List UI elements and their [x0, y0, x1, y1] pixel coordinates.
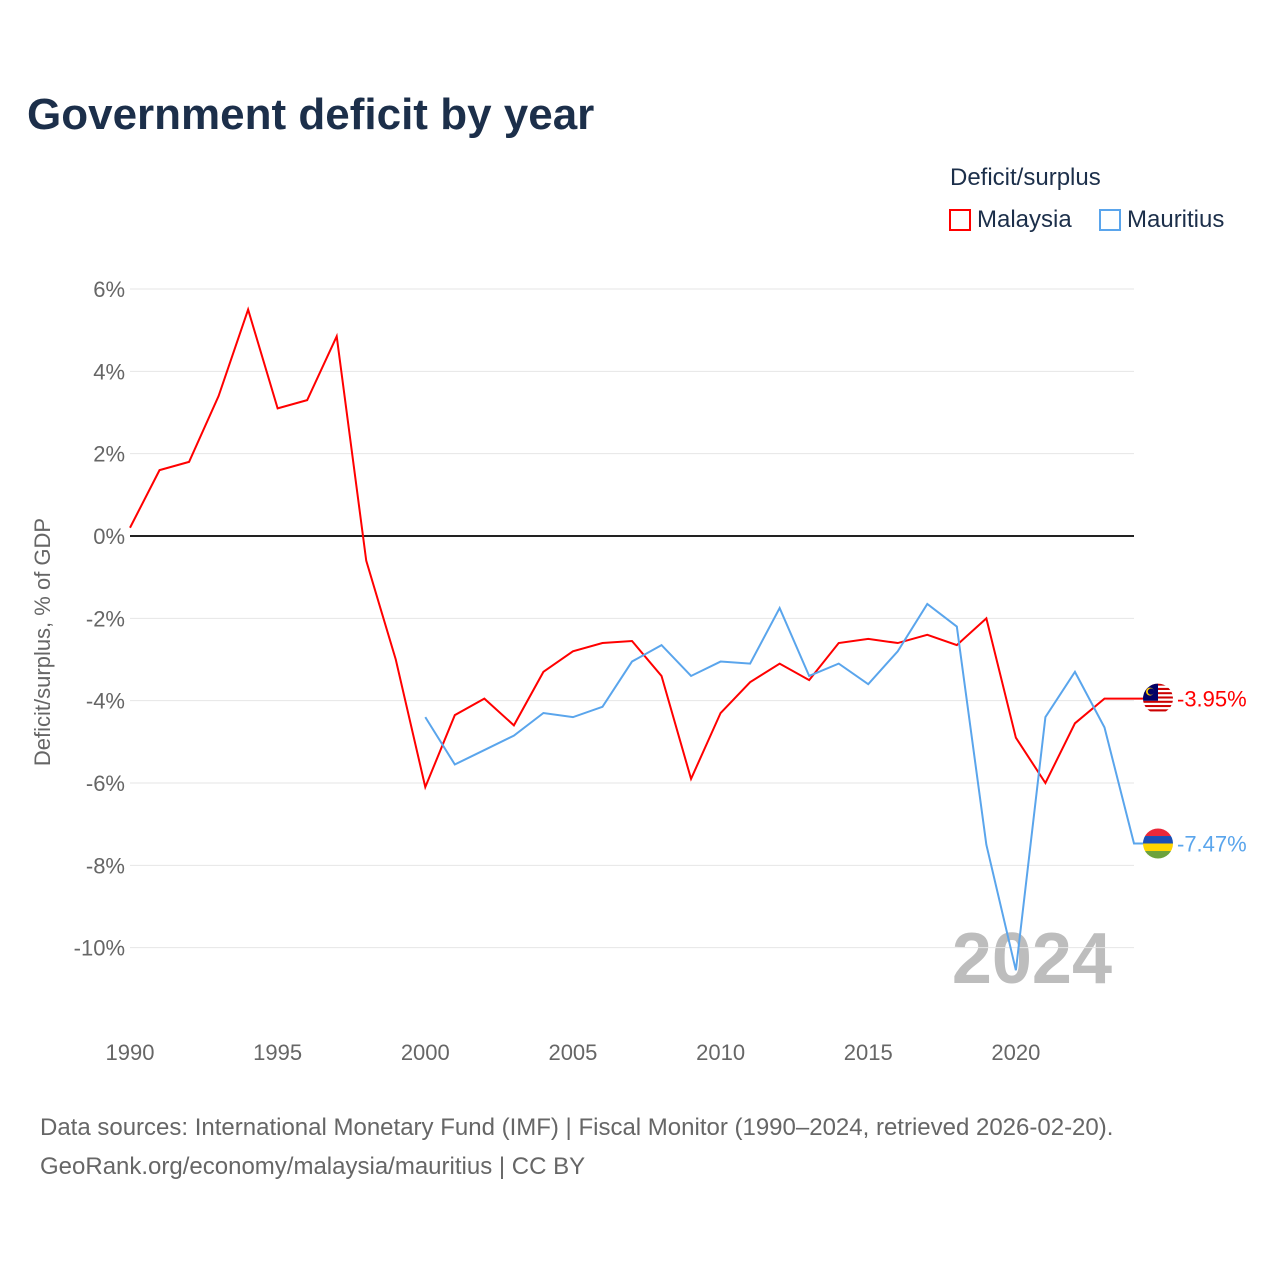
flag-mauritius-icon	[1143, 828, 1173, 859]
chart-title: Government deficit by year	[27, 90, 595, 139]
series-line-malaysia	[129, 306, 1144, 791]
x-tick-label: 2020	[991, 1040, 1040, 1065]
y-tick-label: -10%	[74, 936, 125, 961]
legend-label: Mauritius	[1127, 206, 1225, 233]
legend-swatch-malaysia	[949, 209, 971, 231]
legend-item-mauritius[interactable]: Mauritius	[1099, 206, 1224, 234]
x-tick-label: 2005	[548, 1040, 597, 1065]
source-text: Data sources: International Monetary Fun…	[40, 1114, 1114, 1141]
y-tick-label: -8%	[86, 853, 125, 878]
x-tick-label: 2015	[844, 1040, 893, 1065]
y-axis-label: Deficit/surplus, % of GDP	[30, 518, 55, 766]
series-line-mauritius	[424, 602, 1144, 971]
y-tick-label: -4%	[86, 689, 125, 714]
y-tick-label: 6%	[93, 277, 125, 302]
legend-swatch-mauritius	[1099, 209, 1121, 231]
y-tick-label: 4%	[93, 359, 125, 384]
legend-label: Malaysia	[977, 206, 1072, 233]
y-tick-label: -6%	[86, 771, 125, 796]
url-text[interactable]: GeoRank.org/economy/malaysia/mauritius |…	[40, 1153, 586, 1180]
flag-malaysia-icon	[1143, 683, 1173, 714]
x-tick-label: 1990	[106, 1040, 155, 1065]
legend-title: Deficit/surplus	[950, 164, 1101, 191]
footer: Data sources: International Monetary Fun…	[40, 1108, 1113, 1186]
year-watermark: 2024	[952, 919, 1112, 999]
x-tick-label: 2000	[401, 1040, 450, 1065]
x-tick-label: 2010	[696, 1040, 745, 1065]
y-tick-label: -2%	[86, 606, 125, 631]
y-tick-label: 2%	[93, 442, 125, 467]
end-value-label-mauritius: -7.47%	[1177, 832, 1247, 857]
y-tick-label: 0%	[93, 524, 125, 549]
end-value-label-malaysia: -3.95%	[1177, 687, 1247, 712]
legend-item-malaysia[interactable]: Malaysia	[949, 206, 1072, 234]
x-tick-label: 1995	[253, 1040, 302, 1065]
